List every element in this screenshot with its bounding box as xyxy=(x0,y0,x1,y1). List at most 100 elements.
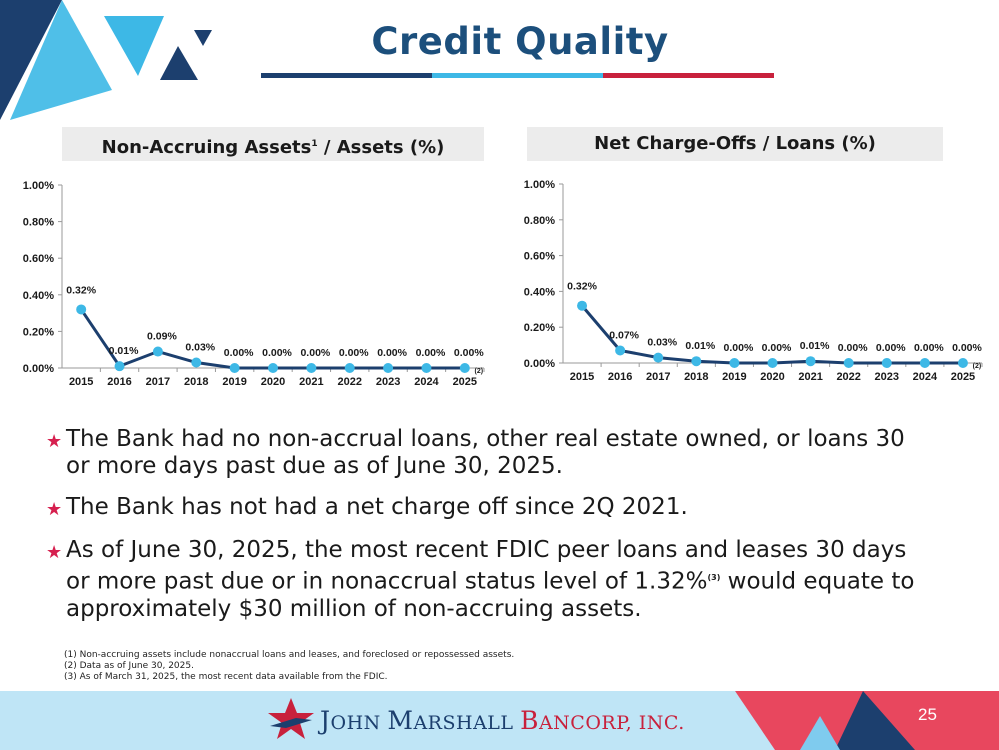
data-label: 0.00% xyxy=(762,342,792,354)
footer-band xyxy=(0,691,999,750)
series-line xyxy=(79,308,465,370)
data-point xyxy=(729,358,740,368)
footnote-ref: (3) xyxy=(707,573,721,582)
x-tick-label: 2019 xyxy=(222,376,246,388)
x-tick-label: 2025 xyxy=(951,371,975,383)
bullet-text: As of June 30, 2025, the most recent FDI… xyxy=(66,537,915,622)
bullet-text: The Bank had no non-accrual loans, other… xyxy=(66,426,905,479)
data-label: 0.00% xyxy=(876,342,906,354)
footnote: (1) Non-accruing assets include nonaccru… xyxy=(64,650,515,660)
x-tick-label: 2015 xyxy=(69,376,93,388)
header-decoration xyxy=(0,0,212,120)
data-label: 0.00% xyxy=(416,347,446,359)
data-label: 0.03% xyxy=(647,337,677,349)
data-point xyxy=(805,356,816,367)
data-label: 0.00% xyxy=(838,342,868,354)
y-tick-label: 0.40% xyxy=(23,290,54,302)
data-label: 0.32% xyxy=(567,281,597,293)
title-underline xyxy=(261,73,774,78)
footnote-ref: (2) xyxy=(973,363,982,370)
data-label: 0.01% xyxy=(685,340,715,352)
data-label: 0.00% xyxy=(377,347,407,359)
data-point xyxy=(306,363,317,373)
footer-triangle-navy xyxy=(835,691,915,750)
data-point xyxy=(459,363,470,373)
data-point xyxy=(653,352,664,363)
bullet-item: ★ The Bank had no non-accrual loans, oth… xyxy=(46,426,926,480)
y-tick-label: 1.00% xyxy=(23,180,54,192)
data-label: 0.03% xyxy=(185,342,215,354)
data-point xyxy=(577,300,588,311)
x-tick-label: 2022 xyxy=(836,371,860,383)
x-tick-label: 2020 xyxy=(261,376,285,388)
x-tick-label: 2017 xyxy=(646,371,670,383)
bullet-text: The Bank has not had a net charge off si… xyxy=(66,494,688,520)
data-label: 0.00% xyxy=(914,342,944,354)
data-point xyxy=(152,346,163,357)
star-icon: ★ xyxy=(46,431,63,452)
star-icon: ★ xyxy=(46,542,63,563)
bullet-item: ★ As of June 30, 2025, the most recent F… xyxy=(46,537,926,623)
y-tick-label: 0.60% xyxy=(524,251,555,263)
y-tick-label: 0.00% xyxy=(23,363,54,375)
y-tick-label: 0.00% xyxy=(524,358,555,370)
footnote: (2) Data as of June 30, 2025. xyxy=(64,661,194,671)
x-tick-label: 2018 xyxy=(684,371,708,383)
x-tick-label: 2016 xyxy=(107,376,131,388)
data-label: 0.00% xyxy=(224,347,254,359)
data-point xyxy=(615,345,626,356)
data-point xyxy=(191,357,202,368)
header-triangle-navy xyxy=(0,0,62,120)
header-triangle-navy-small xyxy=(160,46,198,80)
data-label: 0.00% xyxy=(339,347,369,359)
data-point xyxy=(383,363,394,373)
non-accruing-assets-chart: 0.00% 0.20% 0.40% 0.60% 0.80% 1.00% 2015 2016 20… xyxy=(23,180,485,388)
star-icon: ★ xyxy=(46,499,63,520)
bullet-item: ★ The Bank has not had a net charge off … xyxy=(46,494,926,523)
x-tick-label: 2017 xyxy=(146,376,170,388)
bullet-list: ★ The Bank had no non-accrual loans, oth… xyxy=(46,426,926,637)
data-label: 0.00% xyxy=(952,342,982,354)
data-point xyxy=(691,356,702,367)
data-label: 0.07% xyxy=(609,329,639,341)
y-tick-label: 0.20% xyxy=(23,326,54,338)
data-point xyxy=(76,304,87,315)
y-tick-label: 1.00% xyxy=(524,179,555,191)
x-tick-label: 2018 xyxy=(184,376,208,388)
y-tick-label: 0.80% xyxy=(23,217,54,229)
data-label: 0.00% xyxy=(724,342,754,354)
x-tick-label: 2023 xyxy=(875,371,899,383)
x-tick-label: 2025 xyxy=(453,376,477,388)
data-label: 0.00% xyxy=(300,347,330,359)
x-tick-label: 2021 xyxy=(299,376,323,388)
footnotes: (1) Non-accruing assets include nonaccru… xyxy=(64,650,514,683)
data-point xyxy=(268,363,278,373)
star-logo-icon xyxy=(268,698,314,739)
page-number: 25 xyxy=(918,705,937,724)
y-tick-label: 0.20% xyxy=(524,322,555,334)
data-label: 0.01% xyxy=(109,345,139,357)
y-tick-label: 0.40% xyxy=(524,286,555,298)
footnote-ref: (2) xyxy=(475,368,484,375)
y-tick-label: 0.80% xyxy=(524,215,555,227)
data-point xyxy=(421,363,432,373)
x-tick-label: 2019 xyxy=(722,371,746,383)
net-charge-offs-chart: 0.00% 0.20% 0.40% 0.60% 0.80% 1.00% 2015 2016 20… xyxy=(524,179,983,383)
x-tick-label: 2020 xyxy=(760,371,784,383)
data-point xyxy=(229,363,240,373)
header-triangle-lightblue xyxy=(10,0,112,120)
company-logo-text: JOHN MARSHALL BANCORP, INC. xyxy=(320,706,685,735)
data-label: 0.09% xyxy=(147,331,177,343)
series-line xyxy=(580,304,963,365)
data-point xyxy=(843,358,854,368)
header-triangle-navy-tiny xyxy=(194,30,212,46)
data-label: 0.00% xyxy=(262,347,292,359)
x-tick-label: 2024 xyxy=(913,371,938,383)
x-tick-label: 2021 xyxy=(798,371,822,383)
data-point xyxy=(344,363,355,373)
x-tick-label: 2015 xyxy=(570,371,594,383)
data-point xyxy=(767,358,778,368)
y-tick-label: 0.60% xyxy=(23,253,54,265)
x-tick-label: 2023 xyxy=(376,376,400,388)
data-point xyxy=(919,358,930,368)
